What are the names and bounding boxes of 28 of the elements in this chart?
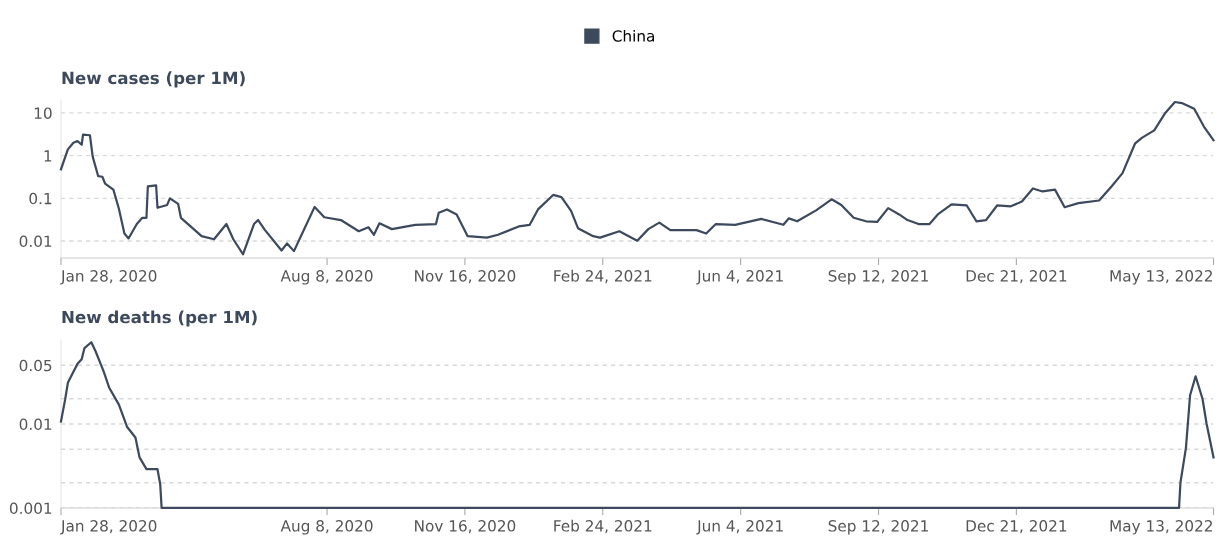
x-tick-label: Jan 28, 2020 [60,270,157,285]
y-tick-label: 0.01 [19,418,52,431]
y-tick-label: 10 [34,107,52,119]
y-tick-label: 0.05 [19,359,52,372]
chart-title: New deaths (per 1M) [62,310,257,327]
x-tick-label: Jun 4, 2021 [696,520,783,535]
x-tick-label: Jun 4, 2021 [696,270,783,285]
x-tick-label: Nov 16, 2020 [415,270,516,284]
x-tick-label: Dec 21, 2021 [966,520,1067,534]
line-series [59,100,1215,256]
y-tick-label: 1 [44,150,52,162]
y-tick-label: 0.01 [19,235,52,248]
x-tick-label: Feb 24, 2021 [554,519,652,534]
x-tick-label: Aug 8, 2020 [280,520,373,535]
legend-label: China [612,29,654,42]
x-tick-label: Nov 16, 2020 [415,520,516,534]
chart-title: New cases (per 1M) [62,71,245,88]
x-tick-label: Dec 21, 2021 [966,270,1067,284]
x-tick-label: Sep 12, 2021 [828,520,928,535]
x-tick-label: Sep 12, 2021 [828,270,928,285]
y-tick-label: 0.001 [9,502,52,514]
x-tick-label: May 13, 2022 [1110,520,1212,535]
x-tick-label: Aug 8, 2020 [280,270,373,285]
x-tick-label: Feb 24, 2021 [554,269,652,284]
y-tick-label: 0.1 [29,192,52,205]
x-tick-label: Jan 28, 2020 [60,520,157,535]
x-tick-label: May 13, 2022 [1110,270,1212,285]
line-series [59,341,1215,510]
